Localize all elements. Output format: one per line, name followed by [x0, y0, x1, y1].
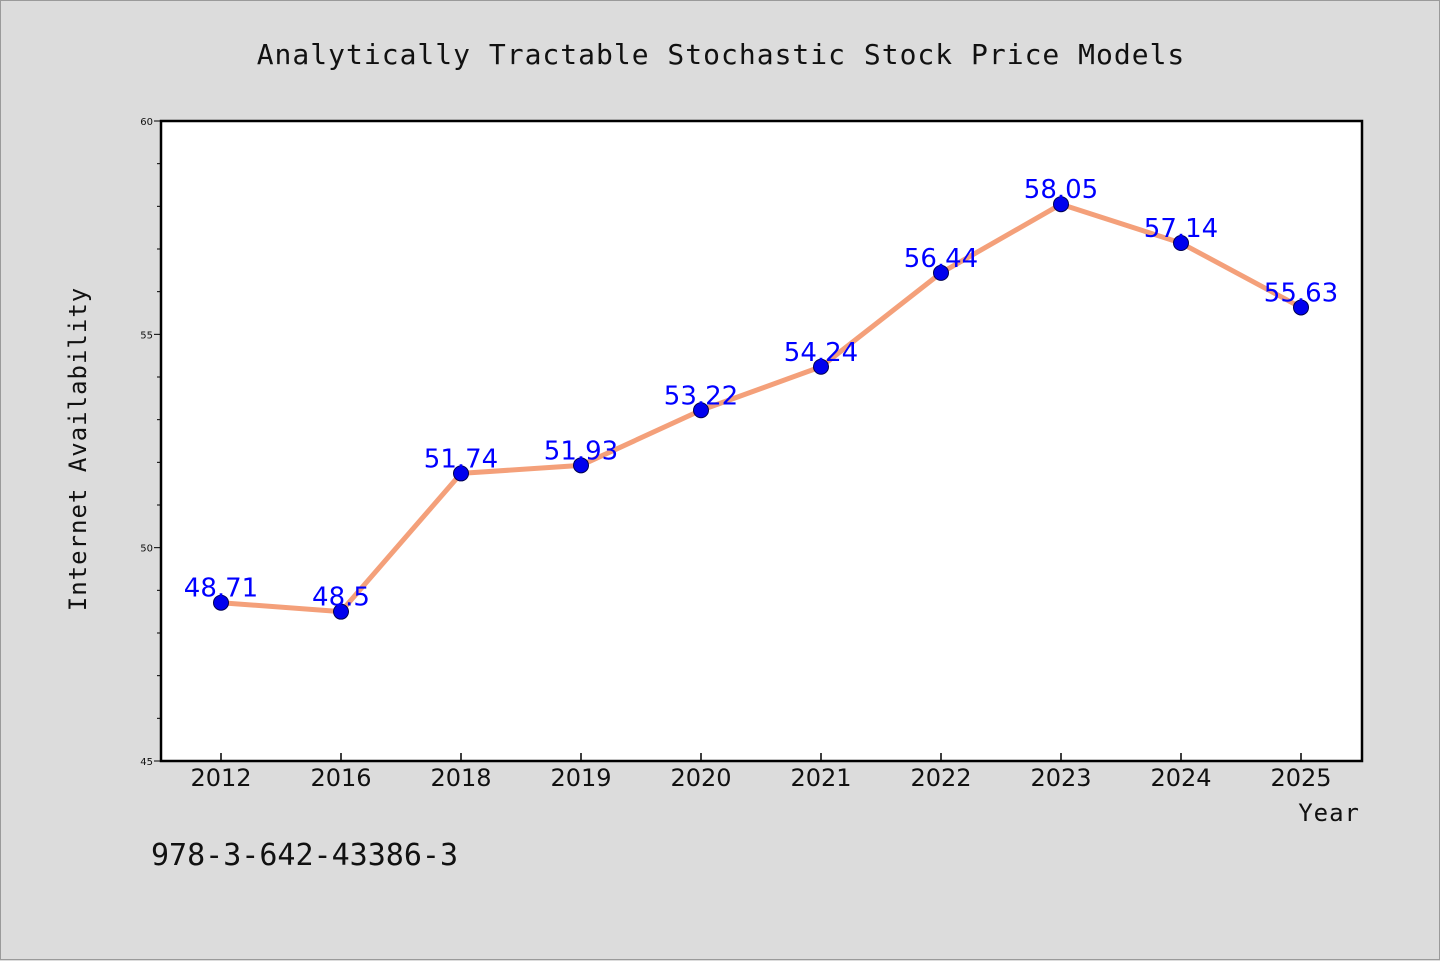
x-tick-label: 2023	[1030, 764, 1091, 792]
data-labels: 48.71 48.5 51.74 51.93 53.22 54.24 56.44 58.05 5…	[184, 175, 1338, 612]
y-axis: 45 50 55 60	[140, 117, 161, 768]
data-point	[813, 358, 829, 375]
y-tick-label: 55	[140, 330, 153, 341]
x-tick-label: 2020	[670, 764, 731, 792]
x-tick-label: 2018	[430, 764, 491, 792]
x-axis: 2012 2016 2018 2019 2020 2021 2022 2023 2024 2025	[190, 753, 1332, 792]
data-point	[1173, 235, 1189, 252]
x-tick-label: 2022	[910, 764, 971, 792]
x-tick-label: 2016	[310, 764, 371, 792]
data-label: 56.44	[904, 244, 978, 274]
plot-area	[159, 119, 1364, 763]
y-tick-label: 50	[140, 544, 153, 555]
data-label: 48.5	[312, 583, 370, 613]
x-tick-label: 2025	[1270, 764, 1331, 792]
y-tick-label: 45	[140, 757, 153, 768]
data-point	[213, 594, 229, 611]
x-tick-label: 2024	[1150, 764, 1211, 792]
data-point	[333, 603, 349, 620]
x-axis-label: Year	[1298, 799, 1360, 827]
data-point	[693, 402, 709, 419]
data-label: 54.24	[784, 338, 858, 368]
x-tick-label: 2012	[190, 764, 251, 792]
y-axis-label: Internet Availability	[64, 287, 92, 611]
series-line	[218, 201, 1304, 615]
x-tick-label: 2019	[550, 764, 611, 792]
data-point	[1293, 299, 1309, 316]
x-tick-label: 2021	[790, 764, 851, 792]
data-point	[933, 264, 949, 281]
data-label: 51.74	[424, 444, 498, 474]
data-point	[573, 457, 589, 474]
isbn-footer: 978-3-642-43386-3	[151, 838, 458, 873]
chart-title: Analytically Tractable Stochastic Stock …	[257, 38, 1186, 71]
data-label: 55.63	[1264, 278, 1338, 308]
data-label: 48.71	[184, 574, 258, 604]
data-point	[453, 465, 469, 482]
y-tick-label: 60	[140, 117, 153, 128]
data-label: 51.93	[544, 436, 618, 466]
data-point	[1053, 196, 1069, 213]
data-label: 58.05	[1024, 175, 1098, 205]
data-label: 53.22	[664, 381, 738, 411]
series-markers	[213, 196, 1309, 620]
data-label: 57.14	[1144, 214, 1218, 244]
